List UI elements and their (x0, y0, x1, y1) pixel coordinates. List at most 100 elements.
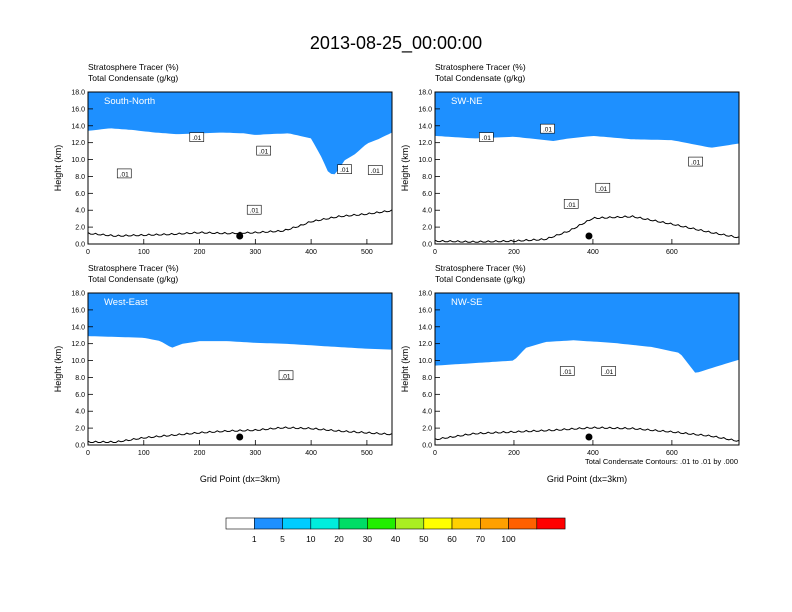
y-tick-label: 2.0 (75, 225, 85, 232)
contour-label: .01 (281, 373, 290, 380)
colorbar-label: 70 (476, 534, 486, 544)
y-tick-label: 10.0 (418, 157, 432, 164)
y-tick-label: 14.0 (71, 123, 85, 130)
contour-label: .01 (120, 171, 129, 178)
terrain-line (435, 215, 739, 243)
y-axis-label: Height (km) (400, 346, 410, 393)
y-tick-label: 12.0 (418, 140, 432, 147)
panel-name: South-North (104, 96, 155, 107)
y-tick-label: 12.0 (71, 140, 85, 147)
contour-footnote: Total Condensate Contours: .01 to .01 by… (585, 457, 738, 466)
contour-label-box (337, 164, 352, 174)
contour-label: .01 (598, 186, 607, 193)
y-tick-label: 6.0 (75, 392, 85, 399)
colorbar-swatch (225, 517, 255, 530)
colorbar-swatch (536, 517, 566, 530)
plot-frame (434, 91, 740, 245)
colorbar-swatch (282, 517, 312, 530)
y-tick-label: 6.0 (422, 392, 432, 399)
plot-area: .01 .01 (435, 293, 739, 445)
panel-title-line2: Total Condensate (g/kg) (435, 274, 525, 284)
plot-area: .01 (88, 293, 392, 445)
y-axis-label: Height (km) (400, 145, 410, 192)
colorbar-swatch (508, 517, 538, 530)
y-tick-label: 16.0 (418, 106, 432, 113)
contour-label-box (595, 182, 611, 193)
tracer-band-10 (88, 92, 392, 175)
contour-label: .01 (563, 369, 572, 376)
contour-label-box (559, 366, 575, 376)
y-tick-label: 14.0 (418, 324, 432, 331)
contour-label: .01 (567, 202, 576, 209)
x-tick-label: 0 (433, 450, 437, 457)
y-tick-label: 0.0 (75, 443, 85, 450)
y-tick-label: 4.0 (75, 208, 85, 215)
y-tick-label: 0.0 (422, 443, 432, 450)
x-tick-label: 0 (86, 450, 90, 457)
y-tick-label: 2.0 (422, 426, 432, 433)
contour-label: .01 (543, 127, 552, 134)
contour-label-box (189, 132, 205, 142)
colorbar-swatch (423, 517, 453, 530)
y-tick-label: 0.0 (75, 242, 85, 249)
colorbar-label: 100 (501, 534, 515, 544)
colorbar-label: 50 (419, 534, 429, 544)
location-marker (236, 433, 244, 441)
terrain-line (88, 426, 392, 443)
contour-label-box (688, 156, 703, 167)
location-marker (236, 232, 244, 240)
panel-name: West-East (104, 297, 148, 308)
x-tick-label: 200 (194, 249, 206, 256)
panel-title-line2: Total Condensate (g/kg) (88, 274, 178, 284)
y-tick-label: 16.0 (71, 307, 85, 314)
plot-frame (87, 292, 393, 446)
y-tick-label: 18.0 (71, 90, 85, 97)
x-tick-label: 200 (194, 450, 206, 457)
terrain-line (88, 209, 392, 237)
y-tick-label: 18.0 (418, 291, 432, 298)
panel-west-east: .01 0.0 2.0 4.0 6.0 8.0 10.0 12.0 14.0 16.0 18.0 0 1… (53, 263, 393, 484)
colorbar-swatch (479, 517, 509, 530)
y-tick-label: 8.0 (75, 174, 85, 181)
x-axis-label: Grid Point (dx=3km) (200, 474, 280, 484)
contour-label-box (116, 168, 132, 179)
x-tick-label: 300 (249, 249, 261, 256)
x-tick-label: 500 (361, 450, 373, 457)
y-tick-label: 14.0 (418, 123, 432, 130)
y-tick-label: 8.0 (422, 174, 432, 181)
colorbar-label: 10 (306, 534, 316, 544)
panel-name: NW-SE (451, 297, 483, 308)
contour-label: .01 (250, 208, 259, 215)
contour-label: .01 (482, 135, 491, 142)
y-tick-label: 18.0 (418, 90, 432, 97)
x-tick-label: 400 (305, 450, 317, 457)
location-marker (585, 232, 593, 240)
x-tick-label: 500 (361, 249, 373, 256)
y-tick-label: 6.0 (75, 191, 85, 198)
x-tick-label: 600 (666, 249, 678, 256)
tracer-band-10 (88, 293, 392, 350)
x-tick-label: 0 (86, 249, 90, 256)
plot-frame (434, 292, 740, 446)
colorbar-label: 40 (391, 534, 401, 544)
colorbar-label: 30 (363, 534, 373, 544)
plot-area: .01 .01 .01 .01 .01 (435, 92, 739, 244)
plot-frame (87, 91, 393, 245)
y-axis-label: Height (km) (53, 145, 63, 192)
panel-nw-se: .01 .01 0.0 2.0 4.0 6.0 8.0 10.0 12.0 14.0 16.0 18.… (400, 263, 740, 484)
contour-label-box (479, 132, 494, 142)
y-tick-label: 8.0 (75, 375, 85, 382)
y-tick-label: 0.0 (422, 242, 432, 249)
panel-sw-ne: .01 .01 .01 .01 .01 0.0 2.0 4.0 6.0 8.0 10.0 12.0 14… (400, 62, 740, 256)
x-tick-label: 0 (433, 249, 437, 256)
plot-area: .01 .01 .01 .01 .01 .01 (88, 92, 392, 244)
y-tick-label: 4.0 (75, 409, 85, 416)
panel-title-line2: Total Condensate (g/kg) (88, 73, 178, 83)
x-axis-label: Grid Point (dx=3km) (547, 474, 627, 484)
x-tick-label: 100 (138, 450, 150, 457)
colorbar-swatch (310, 517, 340, 530)
contour-label-box (278, 370, 294, 381)
x-tick-label: 400 (587, 450, 599, 457)
contour-label: .01 (691, 160, 700, 167)
